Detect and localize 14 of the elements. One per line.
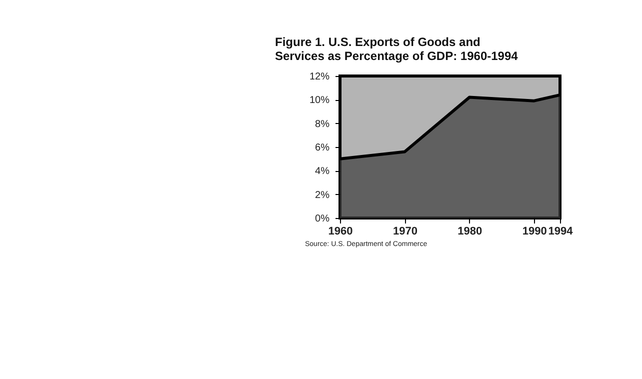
x-tick-label: 1960 — [328, 226, 353, 238]
x-tick-label: 1994 — [548, 226, 574, 238]
y-tick-label: 2% — [315, 190, 330, 201]
x-tick-label: 1980 — [458, 226, 482, 238]
y-tick-label: 12% — [309, 72, 330, 82]
y-tick-label: 10% — [309, 95, 330, 106]
x-tick-label: 1970 — [392, 226, 418, 238]
x-tick-label: 1990 — [522, 226, 547, 238]
y-tick-label: 8% — [315, 118, 330, 130]
y-tick-label: 4% — [315, 166, 330, 178]
text: Figure 1. U.S. Exports of Goods and — [275, 35, 480, 49]
y-tick-label: 0% — [315, 214, 330, 224]
text: Services as Percentage of GDP: 1960-1994 — [275, 49, 518, 63]
y-tick-label: 6% — [315, 142, 330, 154]
